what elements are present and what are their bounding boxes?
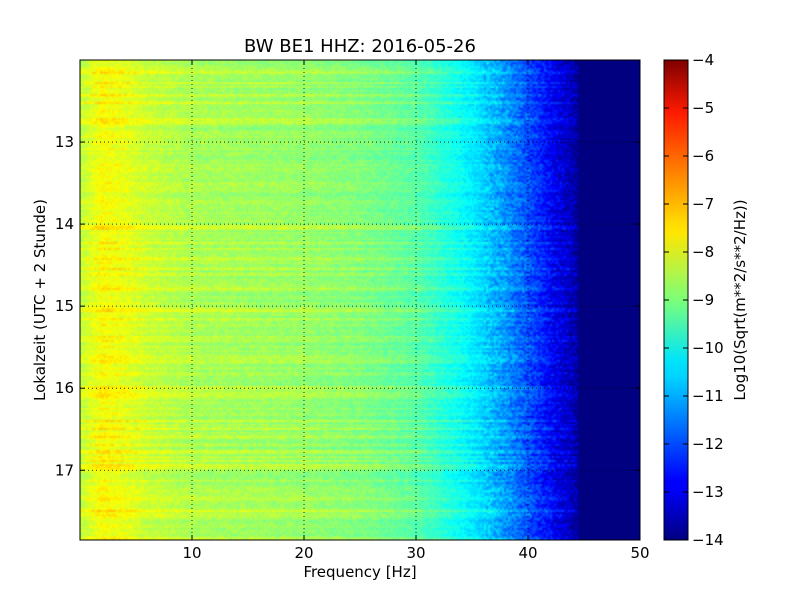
colorbar-tick-label: −7 [692,195,714,213]
y-tick-label: 15 [55,297,74,315]
colorbar-tick-label: −13 [692,483,724,501]
y-axis-ticks: 13 14 15 16 17 [55,133,640,479]
plot-frame [79,59,641,541]
colorbar-tick-label: −5 [692,99,714,117]
colorbar-label: Log10(Sqrt(m**2/s**2/Hz)) [731,199,749,400]
y-axis-label: Lokalzeit (UTC + 2 Stunde) [31,199,49,401]
colorbar-tick-label: −14 [692,531,724,549]
colorbar: −4 −5 −6 −7 −8 −9 −10 −11 −12 −13 −14 Log10(Sqrt(m… [663,51,749,549]
spectrogram-heatmap [80,60,640,540]
x-tick-label: 30 [406,544,425,562]
y-tick-label: 14 [55,215,74,233]
colorbar-tick-label: −10 [692,339,724,357]
colorbar-tick-label: −11 [692,387,724,405]
x-tick-label: 40 [518,544,537,562]
colorbar-ticks: −4 −5 −6 −7 −8 −9 −10 −11 −12 −13 −14 [664,51,724,549]
x-axis-label: Frequency [Hz] [303,563,416,581]
colorbar-tick-label: −12 [692,435,724,453]
chart-title: BW BE1 HHZ: 2016-05-26 [244,36,476,57]
x-tick-label: 50 [630,544,649,562]
x-tick-label: 10 [182,544,201,562]
grid-lines [80,60,640,540]
colorbar-tick-label: −8 [692,243,714,261]
colorbar-tick-label: −6 [692,147,714,165]
y-tick-label: 13 [55,133,74,151]
x-tick-label: 20 [294,544,313,562]
x-axis-ticks: 10 20 30 40 50 [182,60,650,562]
colorbar-tick-label: −9 [692,291,714,309]
colorbar-tick-label: −4 [692,51,714,69]
plot-area: 10 20 30 40 50 13 14 15 16 17 [55,59,650,562]
y-tick-label: 17 [55,461,74,479]
y-tick-label: 16 [55,379,74,397]
